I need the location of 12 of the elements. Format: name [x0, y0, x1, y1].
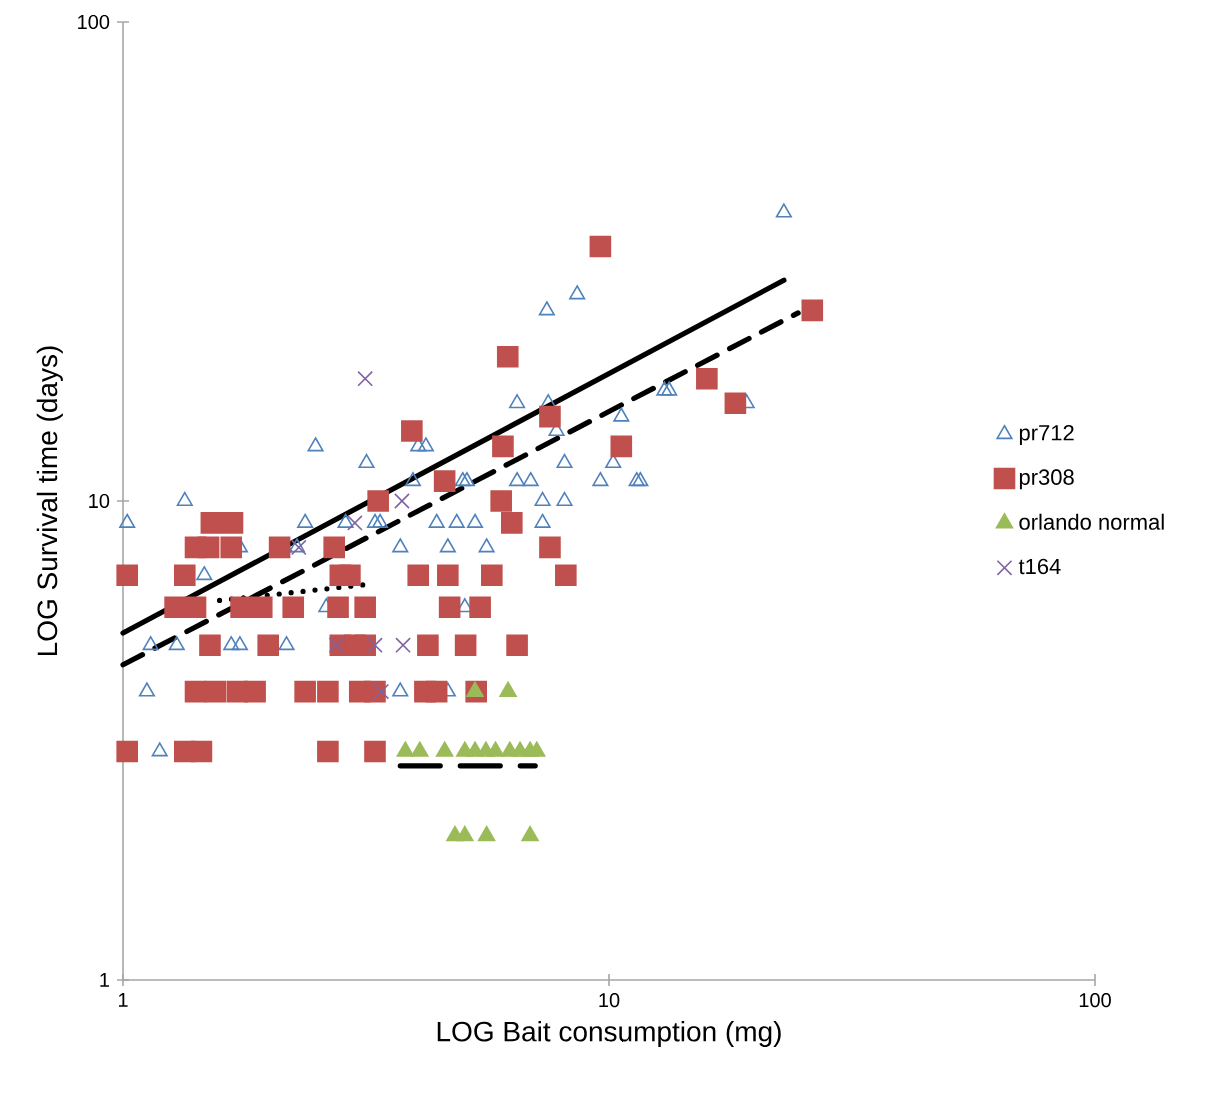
y-tick-label: 1: [100, 973, 109, 987]
legend-label: orlando normal: [1019, 513, 1164, 530]
y-tick-label: 10: [89, 493, 110, 509]
legend-label: pr308: [1019, 469, 1074, 490]
y-axis-title: LOG Survival time (days): [36, 346, 63, 656]
y-tick-label: 100: [78, 14, 110, 30]
legend-label: pr712: [1019, 425, 1074, 445]
x-axis-title: LOG Bait consumption (mg): [437, 1020, 781, 1048]
x-tick-label: 100: [1079, 993, 1111, 1008]
legend-label: t164: [1018, 558, 1061, 575]
x-tick-label: 10: [599, 993, 620, 1008]
x-tick-label: 1: [118, 993, 128, 1007]
